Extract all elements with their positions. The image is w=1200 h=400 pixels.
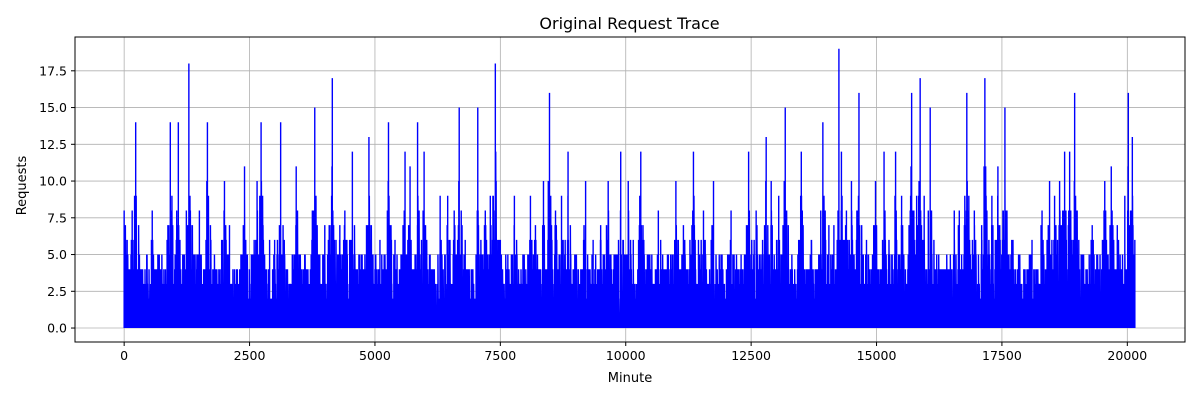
y-tick-label: 12.5 (39, 137, 67, 152)
x-tick-label: 0 (120, 348, 128, 363)
y-tick-label: 15.0 (39, 100, 67, 115)
x-tick-label: 17500 (982, 348, 1022, 363)
x-axis-label: Minute (608, 371, 652, 386)
x-tick-label: 5000 (359, 348, 391, 363)
x-tick-label: 15000 (857, 348, 897, 363)
y-tick-label: 17.5 (39, 63, 67, 78)
y-axis-ticks: 0.0 2.5 5.0 7.5 10.0 12.5 15.0 17.5 (39, 63, 75, 336)
axes-frame (74, 36, 1186, 343)
plot-area (123, 48, 1136, 329)
x-tick-label: 2500 (234, 348, 266, 363)
y-tick-label: 10.0 (39, 174, 67, 189)
x-tick-label: 12500 (731, 348, 771, 363)
y-tick-label: 2.5 (47, 284, 67, 299)
y-axis-label: Requests (15, 155, 30, 215)
series-line (123, 48, 1136, 329)
y-tick-label: 0.0 (47, 321, 67, 336)
x-axis-ticks: 0 2500 5000 7500 10000 12500 15000 17500 20000 (120, 342, 1147, 363)
x-tick-label: 7500 (484, 348, 516, 363)
x-tick-label: 20000 (1107, 348, 1147, 363)
y-tick-label: 7.5 (47, 210, 67, 225)
chart-title: Original Request Trace (539, 14, 719, 33)
y-tick-label: 5.0 (47, 247, 67, 262)
x-tick-label: 10000 (606, 348, 646, 363)
